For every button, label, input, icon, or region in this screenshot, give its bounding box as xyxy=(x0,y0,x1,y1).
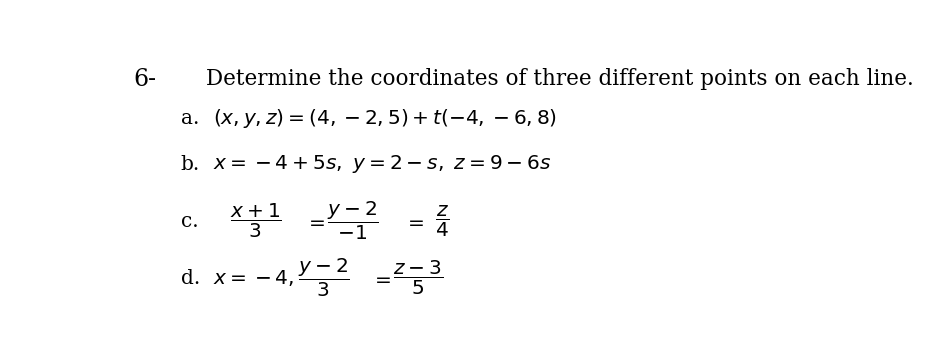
Text: $\dfrac{z}{4}$: $\dfrac{z}{4}$ xyxy=(436,204,451,239)
Text: $\dfrac{y - 2}{-1}$: $\dfrac{y - 2}{-1}$ xyxy=(327,200,379,242)
Text: Determine the coordinates of three different points on each line.: Determine the coordinates of three diffe… xyxy=(206,68,913,90)
Text: d.: d. xyxy=(181,269,200,288)
Text: $x = -4 + 5s,\ y = 2 - s,\ z = 9 - 6s$: $x = -4 + 5s,\ y = 2 - s,\ z = 9 - 6s$ xyxy=(213,153,552,175)
Text: $=$: $=$ xyxy=(305,212,326,231)
Text: $\dfrac{x + 1}{3}$: $\dfrac{x + 1}{3}$ xyxy=(230,202,282,240)
Text: $=$: $=$ xyxy=(372,269,392,288)
Text: c.: c. xyxy=(181,212,198,231)
Text: $\dfrac{z - 3}{5}$: $\dfrac{z - 3}{5}$ xyxy=(392,259,443,297)
Text: b.: b. xyxy=(181,155,200,174)
Text: a.: a. xyxy=(181,109,199,128)
Text: $=$: $=$ xyxy=(403,212,425,231)
Text: 6-: 6- xyxy=(133,68,157,91)
Text: $x = -4,$: $x = -4,$ xyxy=(213,268,294,288)
Text: $\dfrac{y - 2}{3}$: $\dfrac{y - 2}{3}$ xyxy=(298,257,350,299)
Text: $(x, y, z) = (4, -2, 5) + t(-4, -6, 8)$: $(x, y, z) = (4, -2, 5) + t(-4, -6, 8)$ xyxy=(213,107,557,130)
